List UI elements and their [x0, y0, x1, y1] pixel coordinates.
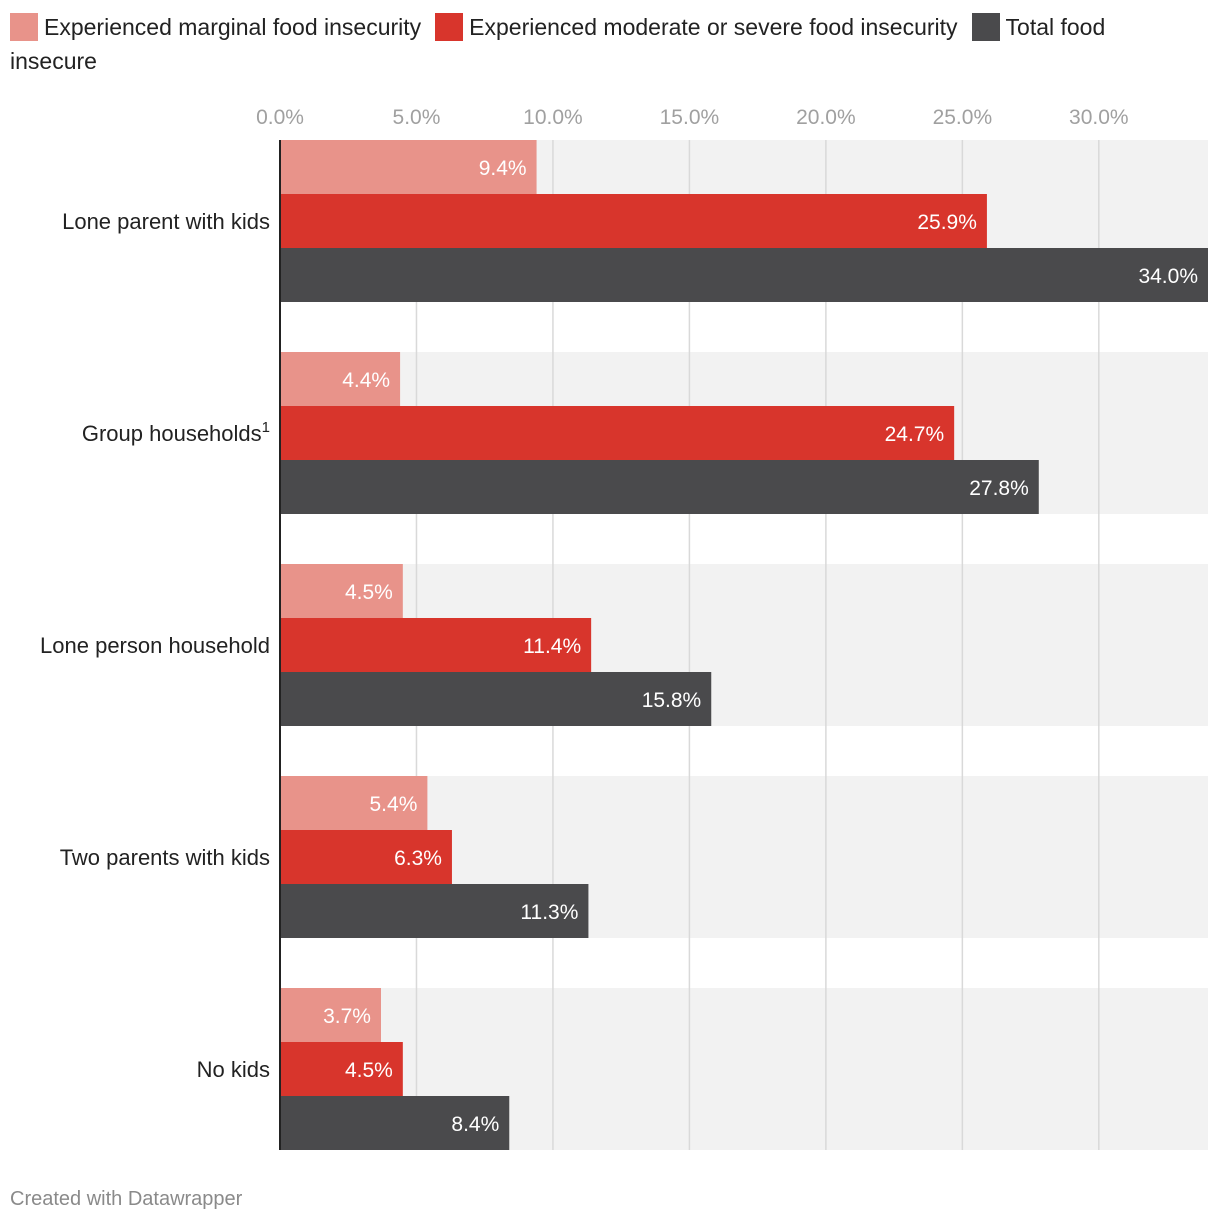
bar-chart: 0.0% 5.0% 10.0% 15.0% 20.0% 25.0% 30.0% 9.4% 25…	[40, 106, 1208, 1150]
bar-no-kids-experienced-moderate-or-severe-food-insecurity	[280, 1042, 403, 1096]
bar-lone-person-household-total-food-insecure	[280, 672, 712, 726]
bar-value-label: 25.9%	[917, 211, 977, 234]
chart-legend: Experienced marginal food insecurity Expe…	[10, 10, 1210, 78]
category-label-lone-person-household: Lone person household	[40, 633, 270, 658]
bar-lone-parent-with-kids-experienced-moderate-or-severe-food-insecurity	[280, 194, 987, 248]
bar-value-label: 11.4%	[523, 635, 581, 658]
category-label-no-kids: No kids	[197, 1057, 270, 1082]
x-axis-ticks: 0.0% 5.0% 10.0% 15.0% 20.0% 25.0% 30.0%	[256, 106, 1129, 129]
legend-swatch	[10, 13, 38, 41]
bar-group-households-experienced-marginal-food-insecurity	[280, 352, 401, 406]
bar-group-households-experienced-moderate-or-severe-food-insecurity	[280, 406, 955, 460]
category-label-text: No kids	[197, 1057, 270, 1082]
bar-value-labels: 9.4% 25.9% 34.0% 4.4% 24.7% 27.8% 4.5% 11.4% 15.…	[323, 157, 1198, 1136]
x-tick-label: 10.0%	[523, 106, 583, 129]
bar-lone-person-household-experienced-moderate-or-severe-food-insecurity	[280, 618, 592, 672]
legend-item-experienced-marginal-food-insecurity: Experienced marginal food insecurity	[10, 13, 422, 41]
bar-value-label: 27.8%	[969, 477, 1029, 500]
legend-label: Total food insecure	[10, 14, 1106, 74]
bar-no-kids-total-food-insecure	[280, 1096, 510, 1150]
category-label-group-households: Group households1	[82, 419, 270, 446]
legend-swatch	[971, 13, 1000, 41]
footer-credit: Created with Datawrapper	[10, 1188, 243, 1210]
bar-value-label: 34.0%	[1138, 265, 1198, 288]
legend-label: Experienced moderate or severe food inse…	[469, 14, 958, 40]
legend-item-experienced-moderate-or-severe-food-insecurity: Experienced moderate or severe food inse…	[435, 13, 958, 41]
x-tick-label: 5.0%	[393, 106, 441, 129]
category-label-text: Lone parent with kids	[62, 209, 270, 234]
bar-value-label: 15.8%	[642, 689, 702, 712]
legend-label: Experienced marginal food insecurity	[44, 14, 422, 40]
bar-value-label: 3.7%	[323, 1005, 371, 1028]
bar-value-label: 8.4%	[451, 1113, 499, 1136]
x-tick-label: 20.0%	[796, 106, 856, 129]
bar-lone-parent-with-kids-total-food-insecure	[280, 248, 1208, 302]
bar-lone-person-household-experienced-marginal-food-insecurity	[280, 564, 403, 618]
bar-value-label: 11.3%	[520, 901, 578, 924]
bar-lone-parent-with-kids-experienced-marginal-food-insecurity	[280, 140, 537, 194]
x-tick-label: 15.0%	[660, 106, 720, 129]
bar-group-households-total-food-insecure	[280, 460, 1039, 514]
bar-value-label: 24.7%	[885, 423, 945, 446]
bar-value-label: 5.4%	[370, 793, 418, 816]
category-label-two-parents-with-kids: Two parents with kids	[60, 845, 270, 870]
bar-value-label: 6.3%	[394, 847, 442, 870]
bars	[280, 140, 1208, 1150]
legend-swatch	[435, 13, 464, 41]
bar-two-parents-with-kids-experienced-marginal-food-insecurity	[280, 776, 428, 830]
category-label-text: Lone person household	[40, 633, 270, 658]
bar-two-parents-with-kids-total-food-insecure	[280, 884, 589, 938]
bar-value-label: 4.5%	[345, 581, 393, 604]
category-labels: Lone parent with kids Group households1 Lo…	[40, 209, 270, 1082]
category-label-lone-parent-with-kids: Lone parent with kids	[62, 209, 270, 234]
x-tick-label: 30.0%	[1069, 106, 1129, 129]
bar-value-label: 4.4%	[342, 369, 390, 392]
category-footnote-marker: 1	[262, 419, 270, 436]
category-label-text: Group households	[82, 421, 262, 446]
category-label-text: Two parents with kids	[60, 845, 270, 870]
bar-two-parents-with-kids-experienced-moderate-or-severe-food-insecurity	[280, 830, 452, 884]
legend-item-total-food-insecure: Total food insecure	[10, 13, 1106, 74]
x-tick-label: 0.0%	[256, 106, 304, 129]
x-tick-label: 25.0%	[933, 106, 993, 129]
bar-value-label: 4.5%	[345, 1059, 393, 1082]
bar-no-kids-experienced-marginal-food-insecurity	[280, 988, 381, 1042]
bar-value-label: 9.4%	[479, 157, 527, 180]
